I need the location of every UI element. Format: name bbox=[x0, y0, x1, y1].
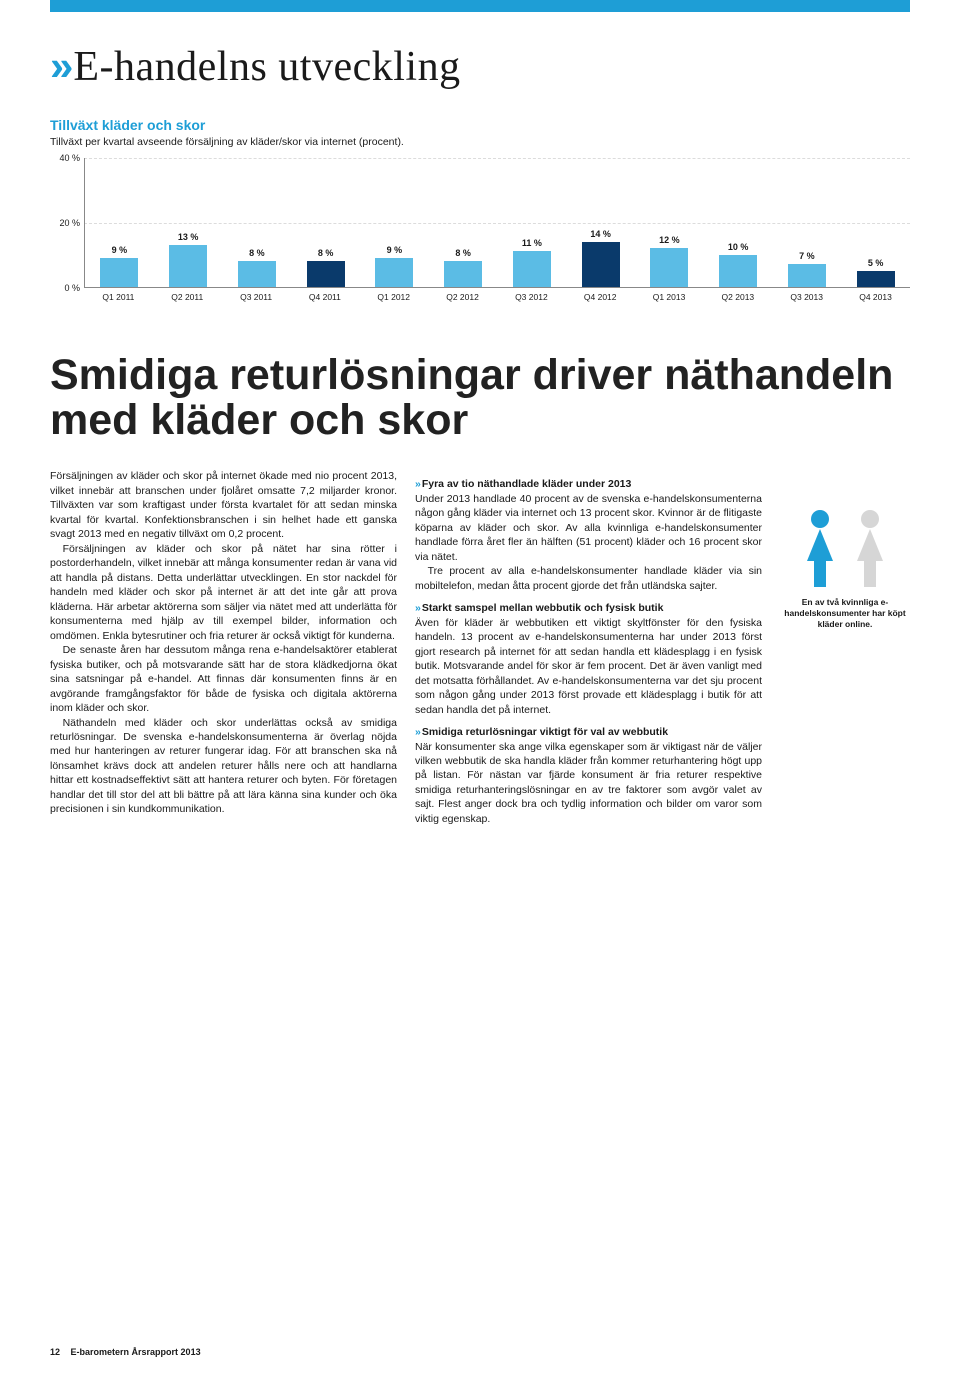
infographic-caption: En av två kvinnliga e-handelskonsumenter… bbox=[780, 597, 910, 630]
subhead-mark: » bbox=[415, 602, 419, 614]
x-tick-label: Q2 2013 bbox=[703, 288, 772, 302]
column-1: Försäljningen av kläder och skor på inte… bbox=[50, 469, 397, 826]
x-tick-label: Q3 2013 bbox=[772, 288, 841, 302]
bar-column: 14 % bbox=[566, 158, 635, 287]
subhead-mark: » bbox=[415, 726, 419, 738]
bar-value-label: 9 % bbox=[112, 245, 128, 255]
bar-column: 8 % bbox=[291, 158, 360, 287]
title-prefix-marks: » bbox=[50, 42, 69, 89]
bar bbox=[650, 248, 688, 287]
bar-value-label: 9 % bbox=[387, 245, 403, 255]
bar-value-label: 8 % bbox=[455, 248, 471, 258]
article-headline: Smidiga returlösningar driver näthandeln… bbox=[50, 353, 910, 443]
x-tick-label: Q2 2012 bbox=[428, 288, 497, 302]
col2-p1: Under 2013 handlade 40 procent av de sve… bbox=[415, 492, 762, 564]
x-tick-label: Q3 2011 bbox=[222, 288, 291, 302]
bar bbox=[307, 261, 345, 287]
bar-value-label: 8 % bbox=[318, 248, 334, 258]
col2-subhead-1: »Fyra av tio näthandlade kläder under 20… bbox=[415, 477, 762, 491]
x-tick-label: Q1 2013 bbox=[635, 288, 704, 302]
bar bbox=[582, 242, 620, 288]
bar-value-label: 5 % bbox=[868, 258, 884, 268]
bar bbox=[719, 255, 757, 288]
woman-icon-empty bbox=[848, 509, 892, 587]
bar bbox=[857, 271, 895, 287]
bar bbox=[444, 261, 482, 287]
bar bbox=[513, 251, 551, 287]
bar-column: 7 % bbox=[773, 158, 842, 287]
bar bbox=[238, 261, 276, 287]
bar-column: 13 % bbox=[154, 158, 223, 287]
bar-column: 8 % bbox=[429, 158, 498, 287]
bar-value-label: 10 % bbox=[728, 242, 749, 252]
article-columns: Försäljningen av kläder och skor på inte… bbox=[50, 469, 910, 826]
col2-subhead-3: »Smidiga returlösningar viktigt för val … bbox=[415, 725, 762, 739]
page-number: 12 bbox=[50, 1347, 60, 1357]
bar-value-label: 12 % bbox=[659, 235, 680, 245]
bar-column: 11 % bbox=[498, 158, 567, 287]
bar bbox=[169, 245, 207, 287]
page-title: »E-handelns utveckling bbox=[50, 42, 910, 91]
bar-value-label: 13 % bbox=[178, 232, 199, 242]
bar-value-label: 7 % bbox=[799, 251, 815, 261]
col2-p2: Tre procent av alla e-handelskonsumenter… bbox=[415, 564, 762, 593]
bar-column: 5 % bbox=[841, 158, 910, 287]
top-accent-bar bbox=[50, 0, 910, 12]
bar-column: 9 % bbox=[85, 158, 154, 287]
bar bbox=[100, 258, 138, 287]
chart-section: Tillväxt kläder och skor Tillväxt per kv… bbox=[50, 117, 910, 313]
x-tick-label: Q4 2011 bbox=[290, 288, 359, 302]
chart-title: Tillväxt kläder och skor bbox=[50, 117, 910, 133]
chart-subtitle: Tillväxt per kvartal avseende försäljnin… bbox=[50, 136, 910, 148]
x-tick-label: Q2 2011 bbox=[153, 288, 222, 302]
col1-p4: Näthandeln med kläder och skor underlätt… bbox=[50, 716, 397, 817]
col1-p1: Försäljningen av kläder och skor på inte… bbox=[50, 469, 397, 541]
page-footer: 12 E-barometern Årsrapport 2013 bbox=[50, 1347, 201, 1357]
chart-plot-area: 9 % 13 % 8 % 8 % 9 % 8 % 11 % 14 % 12 % 10 % 7 % 5 … bbox=[84, 158, 910, 288]
bar-value-label: 14 % bbox=[590, 229, 611, 239]
bar bbox=[375, 258, 413, 287]
x-tick-label: Q3 2012 bbox=[497, 288, 566, 302]
col1-p3: De senaste åren har dessutom många rena … bbox=[50, 643, 397, 715]
col1-p2: Försäljningen av kläder och skor på näte… bbox=[50, 542, 397, 643]
subhead-mark: » bbox=[415, 478, 419, 490]
y-axis-ticks: 0 %20 %40 % bbox=[50, 158, 84, 288]
x-tick-label: Q4 2013 bbox=[841, 288, 910, 302]
col2-p3: Även för kläder är webbutiken ett viktig… bbox=[415, 616, 762, 717]
y-tick-label: 20 % bbox=[59, 218, 80, 228]
column-2: »Fyra av tio näthandlade kläder under 20… bbox=[415, 469, 762, 826]
woman-icon-filled bbox=[798, 509, 842, 587]
woman-icons bbox=[780, 509, 910, 587]
bar-column: 10 % bbox=[704, 158, 773, 287]
col2-p4: När konsumenter ska ange vilka egenskape… bbox=[415, 740, 762, 827]
side-infographic: En av två kvinnliga e-handelskonsumenter… bbox=[780, 469, 910, 826]
y-tick-label: 0 % bbox=[64, 283, 80, 293]
publication-name: E-barometern Årsrapport 2013 bbox=[71, 1347, 201, 1357]
bar-column: 9 % bbox=[360, 158, 429, 287]
subhead-text: Smidiga returlösningar viktigt för val a… bbox=[422, 726, 668, 738]
subhead-text: Starkt samspel mellan webbutik och fysis… bbox=[422, 602, 664, 614]
col2-subhead-2: »Starkt samspel mellan webbutik och fysi… bbox=[415, 601, 762, 615]
bar-chart: 0 %20 %40 % 9 % 13 % 8 % 8 % 9 % 8 % 11 % 14 % 1… bbox=[50, 158, 910, 313]
bar bbox=[788, 264, 826, 287]
x-axis-labels: Q1 2011Q2 2011Q3 2011Q4 2011Q1 2012Q2 20… bbox=[84, 288, 910, 302]
page-title-text: E-handelns utveckling bbox=[73, 44, 460, 90]
x-tick-label: Q1 2011 bbox=[84, 288, 153, 302]
bar-column: 12 % bbox=[635, 158, 704, 287]
y-tick-label: 40 % bbox=[59, 153, 80, 163]
subhead-text: Fyra av tio näthandlade kläder under 201… bbox=[422, 478, 632, 490]
bar-value-label: 8 % bbox=[249, 248, 265, 258]
x-tick-label: Q4 2012 bbox=[566, 288, 635, 302]
x-tick-label: Q1 2012 bbox=[359, 288, 428, 302]
bar-column: 8 % bbox=[223, 158, 292, 287]
bar-value-label: 11 % bbox=[522, 238, 542, 248]
